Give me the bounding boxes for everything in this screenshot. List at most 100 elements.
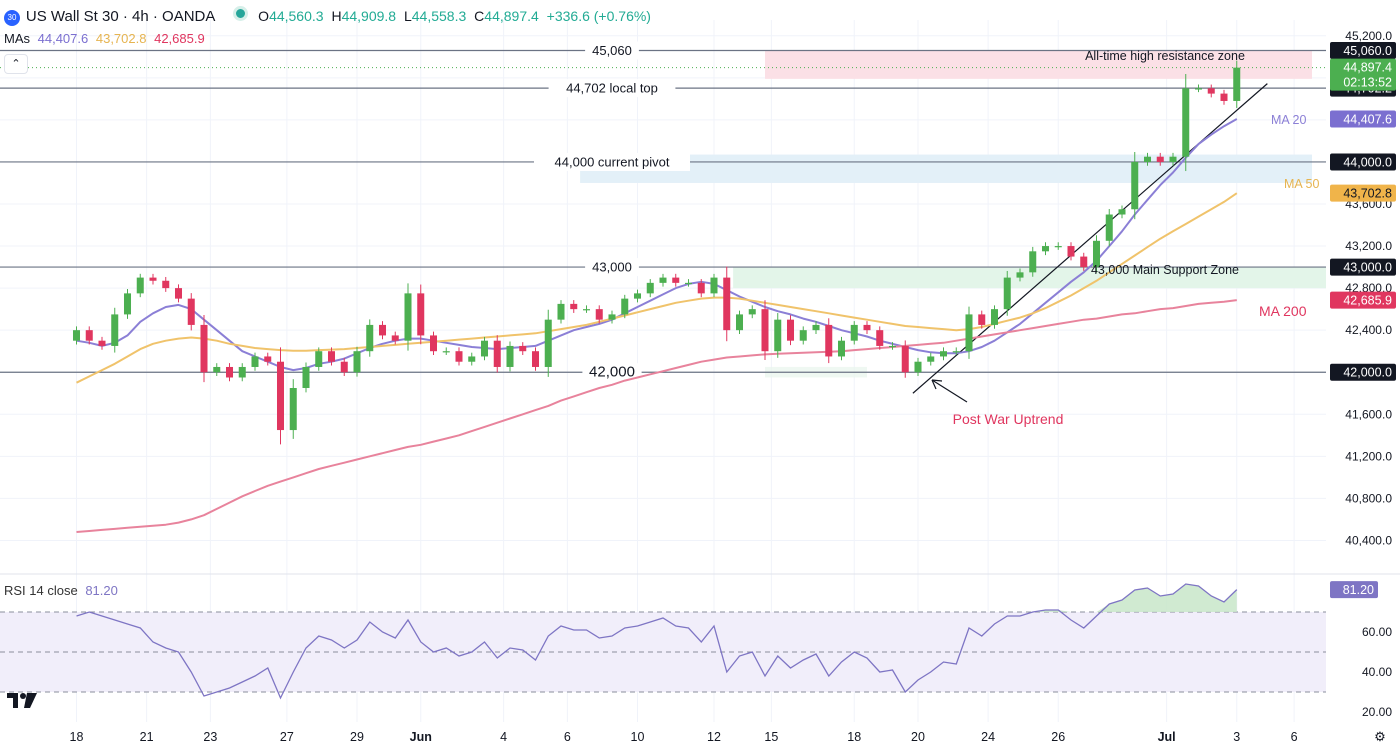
candle[interactable] bbox=[774, 313, 782, 358]
candle[interactable] bbox=[200, 314, 208, 383]
symbol-badge[interactable]: 30 bbox=[4, 10, 20, 26]
candle[interactable] bbox=[1092, 235, 1101, 273]
candle[interactable] bbox=[1233, 60, 1241, 108]
candle[interactable] bbox=[315, 347, 323, 371]
candle[interactable] bbox=[888, 342, 897, 350]
candle[interactable] bbox=[187, 293, 195, 331]
candle[interactable] bbox=[901, 340, 909, 378]
candle[interactable] bbox=[1041, 242, 1050, 256]
candle[interactable] bbox=[761, 300, 769, 361]
candle[interactable] bbox=[1169, 152, 1177, 166]
candle[interactable] bbox=[646, 279, 654, 298]
candle[interactable] bbox=[276, 347, 285, 445]
candle[interactable] bbox=[927, 352, 935, 366]
candle[interactable] bbox=[621, 294, 629, 319]
candle[interactable] bbox=[952, 347, 960, 355]
candle[interactable] bbox=[1118, 205, 1126, 219]
candle[interactable] bbox=[799, 326, 807, 345]
candle[interactable] bbox=[289, 379, 297, 439]
candle[interactable] bbox=[480, 336, 489, 361]
candle[interactable] bbox=[978, 310, 986, 329]
candle[interactable] bbox=[812, 321, 820, 334]
candle[interactable] bbox=[748, 305, 756, 319]
candle[interactable] bbox=[939, 347, 948, 361]
candle[interactable] bbox=[340, 357, 348, 377]
candle[interactable] bbox=[914, 357, 922, 377]
candle[interactable] bbox=[327, 347, 336, 366]
candle[interactable] bbox=[1105, 208, 1113, 247]
candle[interactable] bbox=[468, 352, 476, 366]
candle[interactable] bbox=[608, 310, 616, 324]
candle[interactable] bbox=[786, 315, 795, 346]
candle[interactable] bbox=[302, 362, 310, 393]
candle[interactable] bbox=[582, 305, 591, 313]
candle[interactable] bbox=[429, 331, 438, 355]
candle[interactable] bbox=[1220, 89, 1228, 105]
candle[interactable] bbox=[136, 273, 144, 298]
rsi-line[interactable] bbox=[76, 583, 1238, 700]
candle[interactable] bbox=[723, 266, 731, 342]
candle[interactable] bbox=[1029, 246, 1037, 277]
candle[interactable] bbox=[264, 352, 272, 366]
candle[interactable] bbox=[225, 363, 234, 382]
candle[interactable] bbox=[493, 335, 501, 373]
candle[interactable] bbox=[506, 341, 514, 372]
candle[interactable] bbox=[837, 336, 846, 361]
candle[interactable] bbox=[1131, 152, 1139, 220]
rsi-legend[interactable]: RSI 14 close 81.20 bbox=[4, 583, 118, 598]
price-axis[interactable]: 45,200.044,800.044,400.044,000.043,600.0… bbox=[1330, 29, 1396, 719]
candle[interactable] bbox=[378, 321, 387, 340]
candle[interactable] bbox=[353, 346, 361, 377]
candle[interactable] bbox=[162, 276, 170, 292]
candle[interactable] bbox=[1194, 84, 1203, 93]
candle[interactable] bbox=[672, 273, 680, 287]
candle[interactable] bbox=[876, 326, 884, 350]
candle[interactable] bbox=[366, 319, 374, 357]
candle[interactable] bbox=[1143, 152, 1152, 166]
candle[interactable] bbox=[825, 318, 833, 364]
candle[interactable] bbox=[570, 300, 578, 313]
candle[interactable] bbox=[1156, 152, 1164, 166]
candle[interactable] bbox=[544, 309, 552, 377]
candle[interactable] bbox=[174, 284, 183, 303]
candle[interactable] bbox=[111, 307, 119, 353]
ma-line-ma50[interactable] bbox=[76, 192, 1238, 384]
candle[interactable] bbox=[85, 326, 93, 345]
candle[interactable] bbox=[697, 279, 705, 298]
gear-icon[interactable]: ⚙ bbox=[1374, 729, 1386, 743]
candle[interactable] bbox=[1182, 73, 1190, 172]
candle[interactable] bbox=[1003, 270, 1011, 316]
candle[interactable] bbox=[1080, 252, 1088, 271]
candle[interactable] bbox=[213, 363, 221, 377]
candle[interactable] bbox=[531, 347, 540, 371]
candle[interactable] bbox=[684, 279, 693, 287]
candle[interactable] bbox=[391, 331, 399, 345]
candle[interactable] bbox=[863, 321, 871, 334]
candle[interactable] bbox=[417, 284, 425, 345]
candle[interactable] bbox=[1016, 268, 1024, 282]
symbol-title[interactable]: US Wall St 30 · 4h · OANDA bbox=[25, 8, 216, 25]
candle[interactable] bbox=[965, 306, 973, 359]
candle[interactable] bbox=[442, 347, 450, 355]
candle[interactable] bbox=[149, 273, 157, 285]
candle[interactable] bbox=[557, 300, 565, 324]
candle[interactable] bbox=[595, 305, 603, 324]
ma-line-ma200[interactable] bbox=[76, 299, 1237, 533]
candle[interactable] bbox=[455, 347, 463, 366]
candle[interactable] bbox=[633, 289, 642, 303]
candle[interactable] bbox=[98, 336, 106, 350]
candle[interactable] bbox=[850, 321, 858, 345]
candle[interactable] bbox=[238, 363, 246, 382]
candle[interactable] bbox=[1067, 242, 1075, 261]
candle[interactable] bbox=[72, 326, 81, 345]
candle[interactable] bbox=[123, 288, 132, 319]
tradingview-logo[interactable] bbox=[6, 690, 38, 710]
candle[interactable] bbox=[659, 273, 667, 287]
ma-line-ma20[interactable] bbox=[76, 118, 1238, 372]
candle[interactable] bbox=[710, 273, 718, 298]
candle[interactable] bbox=[404, 283, 412, 351]
mas-legend[interactable]: MAs 44,407.6 43,702.8 42,685.9 bbox=[4, 31, 205, 46]
candle[interactable] bbox=[1207, 84, 1215, 98]
candle[interactable] bbox=[735, 310, 744, 334]
